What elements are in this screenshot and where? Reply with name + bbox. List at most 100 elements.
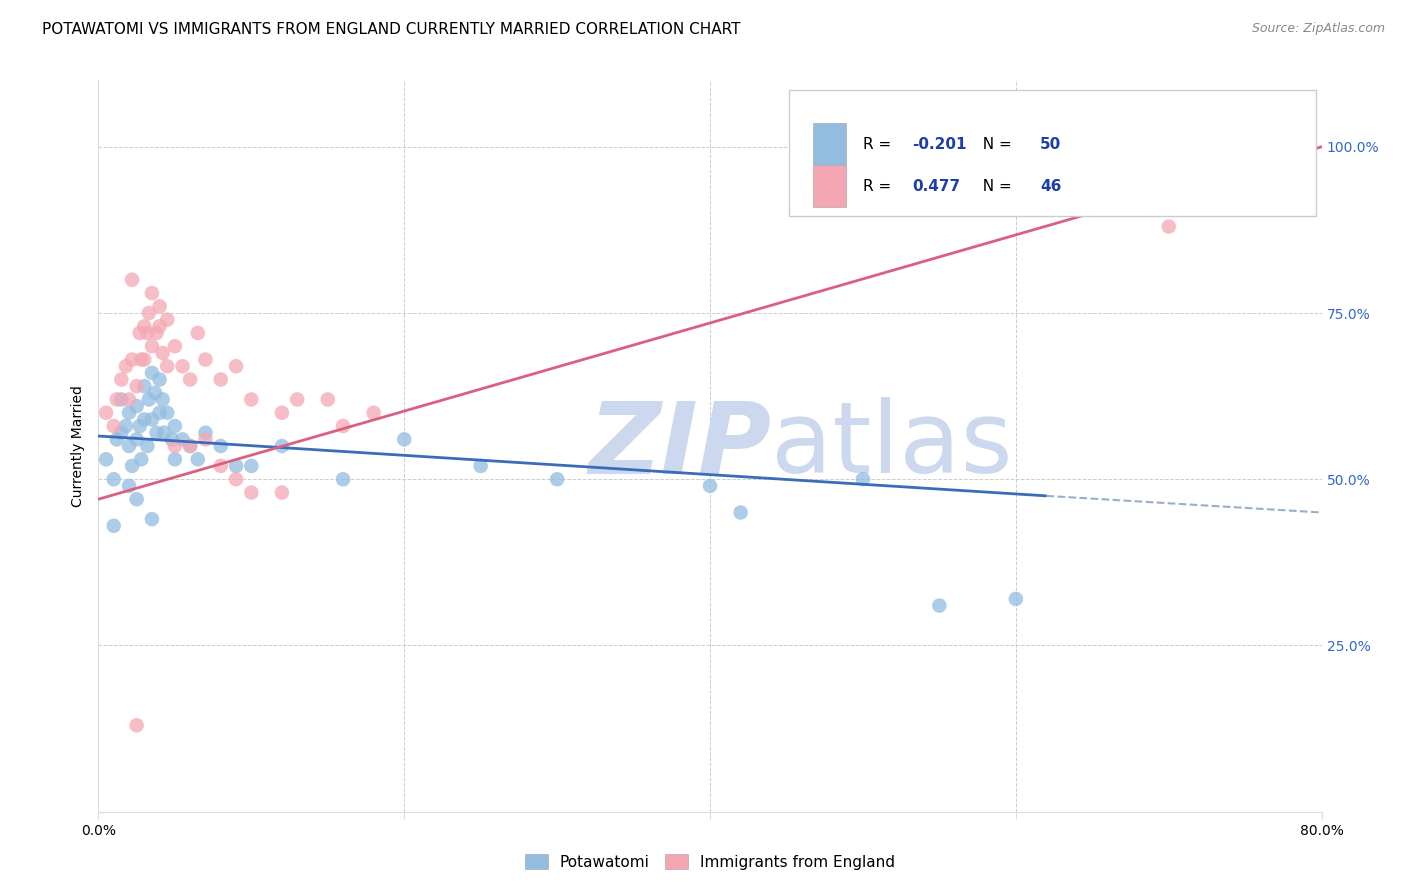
Point <box>163 452 186 467</box>
Point <box>363 406 385 420</box>
Point <box>118 392 141 407</box>
Point <box>118 439 141 453</box>
Point <box>392 433 416 447</box>
Point <box>240 392 263 407</box>
Text: N =: N = <box>973 136 1017 152</box>
Point <box>1004 591 1026 606</box>
Point <box>110 392 132 407</box>
Point <box>187 452 209 467</box>
Point <box>136 326 159 340</box>
Point <box>156 312 179 326</box>
Point <box>225 472 247 486</box>
Point <box>103 518 125 533</box>
Point <box>152 346 174 360</box>
Point <box>209 439 232 453</box>
Point <box>103 419 125 434</box>
Text: 0.477: 0.477 <box>912 178 960 194</box>
Point <box>134 379 156 393</box>
Point <box>209 458 232 473</box>
Point <box>316 392 339 407</box>
Text: ZIP: ZIP <box>588 398 772 494</box>
Point <box>121 352 143 367</box>
Point <box>179 439 201 453</box>
Point <box>134 319 156 334</box>
Point <box>125 399 148 413</box>
Point <box>143 385 166 400</box>
Text: POTAWATOMI VS IMMIGRANTS FROM ENGLAND CURRENTLY MARRIED CORRELATION CHART: POTAWATOMI VS IMMIGRANTS FROM ENGLAND CU… <box>42 22 741 37</box>
Point <box>194 352 217 367</box>
Point <box>105 433 128 447</box>
Point <box>94 452 117 467</box>
Point <box>285 392 308 407</box>
Point <box>141 366 163 380</box>
Point <box>225 458 247 473</box>
Point <box>156 406 179 420</box>
Point <box>470 458 492 473</box>
Point <box>163 339 186 353</box>
Point <box>163 419 186 434</box>
Point <box>125 433 148 447</box>
Point <box>118 479 141 493</box>
Text: 46: 46 <box>1040 178 1062 194</box>
Point <box>121 458 143 473</box>
Point <box>115 359 138 374</box>
Text: Source: ZipAtlas.com: Source: ZipAtlas.com <box>1251 22 1385 36</box>
Point <box>136 439 159 453</box>
Point <box>149 299 172 313</box>
Point <box>209 372 232 386</box>
Text: N =: N = <box>973 178 1017 194</box>
Point <box>141 512 163 526</box>
Point <box>110 372 132 386</box>
Point <box>240 485 263 500</box>
Point <box>128 419 150 434</box>
Point <box>138 306 160 320</box>
Point <box>546 472 568 486</box>
Point <box>141 339 163 353</box>
Point <box>270 485 292 500</box>
Point <box>172 433 194 447</box>
Point <box>141 412 163 426</box>
Point <box>145 326 167 340</box>
Point <box>1157 219 1180 234</box>
Point <box>128 326 150 340</box>
Point <box>125 718 148 732</box>
Point <box>149 372 172 386</box>
Point <box>118 406 141 420</box>
Point <box>332 472 354 486</box>
Point <box>134 412 156 426</box>
Point <box>194 433 217 447</box>
Point <box>110 425 132 440</box>
Point <box>852 472 875 486</box>
Point <box>103 472 125 486</box>
Text: R =: R = <box>863 178 901 194</box>
Point <box>270 439 292 453</box>
Point <box>240 458 263 473</box>
Point <box>1234 140 1257 154</box>
Point <box>699 479 721 493</box>
Point <box>156 359 179 374</box>
Point <box>129 452 152 467</box>
Point <box>105 392 128 407</box>
Point <box>270 406 292 420</box>
Point <box>134 352 156 367</box>
Point <box>179 439 201 453</box>
Point <box>129 352 152 367</box>
Point <box>730 506 752 520</box>
Point <box>179 372 201 386</box>
Point <box>125 379 148 393</box>
Y-axis label: Currently Married: Currently Married <box>72 385 86 507</box>
Point <box>94 406 117 420</box>
Point <box>194 425 217 440</box>
Text: -0.201: -0.201 <box>912 136 966 152</box>
Point <box>928 599 950 613</box>
Point <box>152 392 174 407</box>
Point <box>160 433 183 447</box>
Point <box>125 492 148 507</box>
Text: 50: 50 <box>1040 136 1062 152</box>
Point <box>138 392 160 407</box>
Text: atlas: atlas <box>772 398 1012 494</box>
Point <box>153 425 176 440</box>
Text: R =: R = <box>863 136 896 152</box>
Legend: Potawatomi, Immigrants from England: Potawatomi, Immigrants from England <box>517 847 903 877</box>
Point <box>141 286 163 301</box>
